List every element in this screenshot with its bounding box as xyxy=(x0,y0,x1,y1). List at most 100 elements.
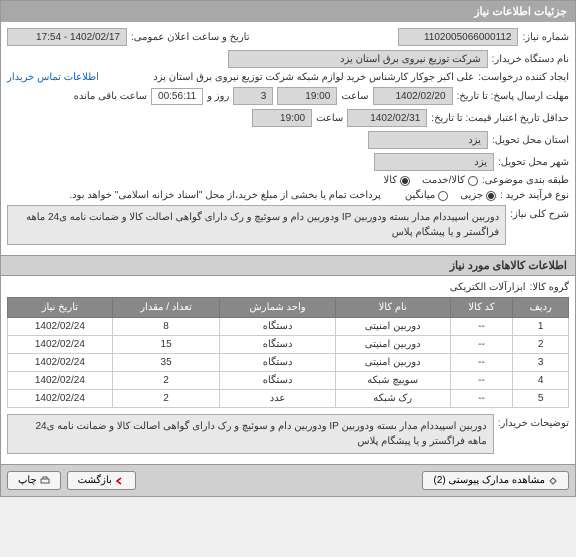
th-2: نام کالا xyxy=(335,298,450,318)
label-req-subject: شرح کلی نیاز: xyxy=(510,209,569,220)
table-cell: 1402/02/24 xyxy=(8,318,113,336)
attachments-label: مشاهده مدارک پیوستی (2) xyxy=(433,475,545,486)
buyer-notes-box: دوربین اسپیددام مدار بسته ودوربین IP ودو… xyxy=(7,414,494,454)
label-buyer-notes: توضیحات خریدار: xyxy=(498,418,569,429)
footer-bar: مشاهده مدارک پیوستی (2) بازگشت چاپ xyxy=(1,464,575,496)
print-label: چاپ xyxy=(18,475,37,486)
label-day: روز و xyxy=(207,91,229,102)
table-cell: -- xyxy=(450,372,513,390)
label-remain: ساعت باقی مانده xyxy=(74,91,147,102)
field-announce: 1402/02/17 - 17:54 xyxy=(7,28,127,46)
table-row: 2--دوربین امنیتیدستگاه151402/02/24 xyxy=(8,336,569,354)
table-cell: 2 xyxy=(513,336,569,354)
table-cell: دستگاه xyxy=(220,354,335,372)
th-3: واحد شمارش xyxy=(220,298,335,318)
table-cell: 1 xyxy=(513,318,569,336)
table-cell: -- xyxy=(450,390,513,408)
req-subject-box: دوربین اسپیددام مدار بسته ودوربین IP ودو… xyxy=(7,205,506,245)
category-radio-group: کالا/خدمت کالا xyxy=(383,175,477,186)
radio-dot-icon xyxy=(468,176,478,186)
radio-label-avg: میانگین xyxy=(405,190,435,201)
radio-goods-service[interactable]: کالا/خدمت xyxy=(422,175,478,186)
form-body: شماره نیاز: 1102005066000112 تاریخ و ساع… xyxy=(1,22,575,255)
table-cell: سوییچ شبکه xyxy=(335,372,450,390)
value-creator: علی اکبر جوکار کارشناس خرید لوازم شبکه ش… xyxy=(103,72,474,83)
table-cell: دوربین امنیتی xyxy=(335,354,450,372)
label-buy-type: نوع فرآیند خرید : xyxy=(500,190,569,201)
th-0: ردیف xyxy=(513,298,569,318)
radio-goods[interactable]: کالا xyxy=(383,175,410,186)
label-deliver-city: شهر محل تحویل: xyxy=(498,157,569,168)
th-5: تاریخ نیاز xyxy=(8,298,113,318)
table-cell: 4 xyxy=(513,372,569,390)
table-cell: 8 xyxy=(112,318,220,336)
attachment-icon xyxy=(548,476,558,486)
print-button[interactable]: چاپ xyxy=(7,471,61,490)
table-cell: 3 xyxy=(513,354,569,372)
attachments-button[interactable]: مشاهده مدارک پیوستی (2) xyxy=(422,471,569,490)
label-req-no: شماره نیاز: xyxy=(522,32,569,43)
table-cell: 1402/02/24 xyxy=(8,336,113,354)
table-cell: 1402/02/24 xyxy=(8,354,113,372)
table-cell: 2 xyxy=(112,372,220,390)
table-cell: 35 xyxy=(112,354,220,372)
panel-title: جزئیات اطلاعات نیاز xyxy=(1,1,575,22)
main-panel: جزئیات اطلاعات نیاز شماره نیاز: 11020050… xyxy=(0,0,576,497)
field-req-no: 1102005066000112 xyxy=(398,28,518,46)
buytype-radio-group: جزیی میانگین xyxy=(405,190,496,201)
table-row: 1--دوربین امنیتیدستگاه81402/02/24 xyxy=(8,318,569,336)
field-city1: یزد xyxy=(368,131,488,149)
table-cell: دستگاه xyxy=(220,318,335,336)
table-cell: -- xyxy=(450,354,513,372)
goods-table: ردیف کد کالا نام کالا واحد شمارش تعداد /… xyxy=(7,297,569,408)
value-goods-group: ابزارآلات الکتریکی xyxy=(450,282,526,293)
label-announce: تاریخ و ساعت اعلان عمومی: xyxy=(131,32,250,43)
back-button[interactable]: بازگشت xyxy=(67,471,136,490)
table-body: 1--دوربین امنیتیدستگاه81402/02/242--دورب… xyxy=(8,318,569,408)
table-row: 3--دوربین امنیتیدستگاه351402/02/24 xyxy=(8,354,569,372)
table-cell: دوربین امنیتی xyxy=(335,318,450,336)
radio-dot-icon xyxy=(400,176,410,186)
label-hour1: ساعت xyxy=(341,91,368,102)
label-hour2: ساعت xyxy=(316,113,343,124)
field-date2: 1402/02/31 xyxy=(347,109,427,127)
radio-label-gs: کالا/خدمت xyxy=(422,175,465,186)
table-row: 5--رک شبکهعدد21402/02/24 xyxy=(8,390,569,408)
label-creator: ایجاد کننده درخواست: xyxy=(478,72,569,83)
table-cell: دستگاه xyxy=(220,372,335,390)
field-city2: یزد xyxy=(374,153,494,171)
table-cell: 2 xyxy=(112,390,220,408)
table-cell: رک شبکه xyxy=(335,390,450,408)
table-cell: -- xyxy=(450,336,513,354)
field-time1: 19:00 xyxy=(277,87,337,105)
table-cell: عدد xyxy=(220,390,335,408)
label-reply-deadline: مهلت ارسال پاسخ: تا تاریخ: xyxy=(457,91,569,102)
countdown: 00:56:11 xyxy=(151,88,203,105)
table-cell: 1402/02/24 xyxy=(8,372,113,390)
label-price-until: حداقل تاریخ اعتبار قیمت: تا تاریخ: xyxy=(431,113,569,124)
field-days: 3 xyxy=(233,87,273,105)
table-cell: 1402/02/24 xyxy=(8,390,113,408)
back-label: بازگشت xyxy=(78,475,112,486)
table-row: 4--سوییچ شبکهدستگاه21402/02/24 xyxy=(8,372,569,390)
table-cell: دوربین امنیتی xyxy=(335,336,450,354)
print-icon xyxy=(40,476,50,486)
radio-partial[interactable]: جزیی xyxy=(460,190,496,201)
label-req-city: استان محل تحویل: xyxy=(492,135,569,146)
radio-avg[interactable]: میانگین xyxy=(405,190,448,201)
payment-note: پرداخت تمام یا بخشی از مبلغ خرید،از محل … xyxy=(69,190,381,201)
contact-link[interactable]: اطلاعات تماس خریدار xyxy=(7,72,99,83)
goods-body: گروه کالا: ابزارآلات الکتریکی ردیف کد کا… xyxy=(1,276,575,464)
table-header-row: ردیف کد کالا نام کالا واحد شمارش تعداد /… xyxy=(8,298,569,318)
th-1: کد کالا xyxy=(450,298,513,318)
back-icon xyxy=(115,476,125,486)
table-cell: 5 xyxy=(513,390,569,408)
label-goods-group: گروه کالا: xyxy=(530,282,569,293)
field-date1: 1402/02/20 xyxy=(373,87,453,105)
radio-dot-icon xyxy=(486,191,496,201)
field-time2: 19:00 xyxy=(252,109,312,127)
field-buyer: شرکت توزیع نیروی برق استان یزد xyxy=(228,50,488,68)
radio-label-partial: جزیی xyxy=(460,190,483,201)
table-cell: -- xyxy=(450,318,513,336)
label-category: طبقه بندی موضوعی: xyxy=(482,175,569,186)
